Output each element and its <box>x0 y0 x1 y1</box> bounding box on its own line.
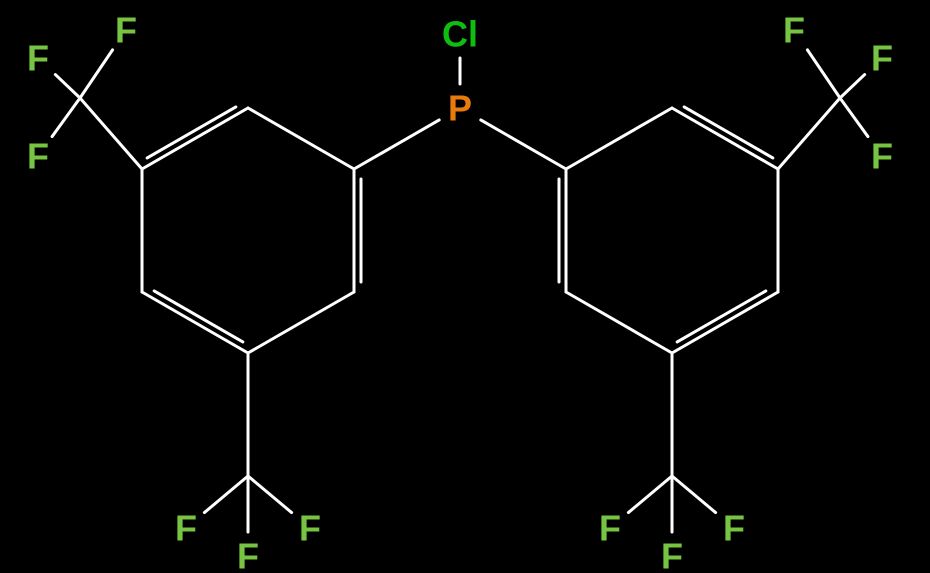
f-atom-label: F <box>871 136 893 177</box>
f-atom-label: F <box>27 136 49 177</box>
f-atom-label: F <box>299 508 321 549</box>
f-atom-label: F <box>175 508 197 549</box>
cl-atom-label: Cl <box>442 14 478 55</box>
f-atom-label: F <box>599 508 621 549</box>
f-atom-label: F <box>237 536 259 573</box>
p-atom-label: P <box>448 88 472 129</box>
f-atom-label: F <box>27 38 49 79</box>
f-atom-label: F <box>723 508 745 549</box>
molecule-diagram: Cl P F F F F F F F F F F F F <box>0 0 930 573</box>
f-atom-label: F <box>661 536 683 573</box>
f-atom-label: F <box>871 38 893 79</box>
f-atom-label: F <box>783 10 805 51</box>
f-atom-label: F <box>115 10 137 51</box>
